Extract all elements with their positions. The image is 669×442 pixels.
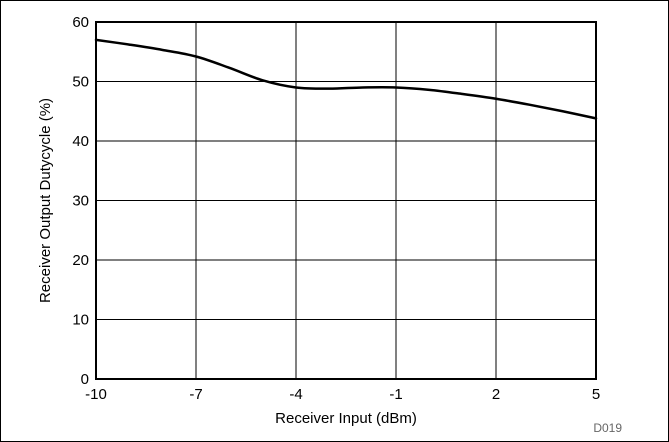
y-tick-label: 40 xyxy=(72,133,89,150)
figure-id: D019 xyxy=(593,421,622,435)
y-tick-label: 30 xyxy=(72,193,89,210)
y-tick-label: 20 xyxy=(72,252,89,269)
y-tick-label: 60 xyxy=(72,14,89,31)
x-tick-label: 2 xyxy=(492,386,500,403)
grid xyxy=(95,21,597,380)
x-tick-label: -10 xyxy=(85,386,107,403)
x-tick-label: -1 xyxy=(389,386,402,403)
y-tick-label: 10 xyxy=(72,312,89,329)
x-axis-label: Receiver Input (dBm) xyxy=(275,410,417,427)
y-tick-label: 50 xyxy=(72,74,89,91)
y-tick-label: 0 xyxy=(81,371,89,388)
x-tick-label: -4 xyxy=(289,386,302,403)
x-tick-label: -7 xyxy=(189,386,202,403)
series-line xyxy=(94,38,598,120)
series-group xyxy=(94,38,598,120)
x-tick-label: 5 xyxy=(592,386,600,403)
y-axis-label: Receiver Output Dutycycle (%) xyxy=(37,98,54,303)
plot-area-border xyxy=(95,21,597,380)
